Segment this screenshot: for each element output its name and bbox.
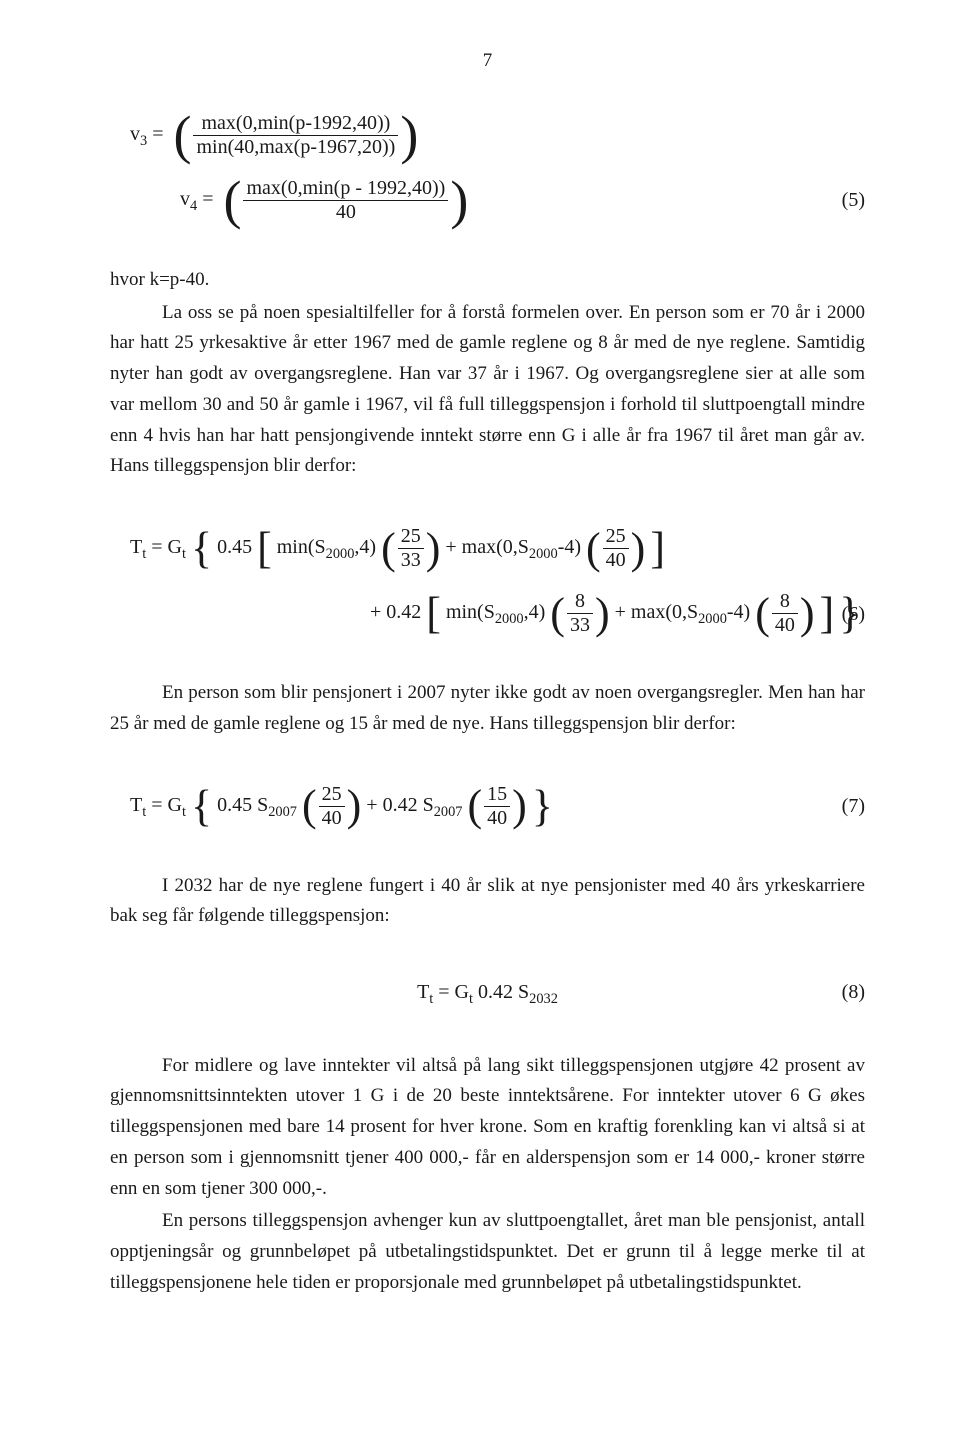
equation-v4: v4 = ( max(0,min(p - 1992,40)) 40 ) (5)	[180, 178, 865, 223]
v3-lhs: v3 =	[130, 123, 173, 145]
eq-number-5: (5)	[842, 184, 865, 216]
equation-6-line1: Tt = Gt { 0.45 [ min(S2000,4) ( 2533 ) +…	[130, 526, 865, 571]
eq-number-6: (6)	[842, 597, 865, 629]
equation-7: Tt = Gt { 0.45 S2007 ( 2540 ) + 0.42 S20…	[130, 784, 865, 829]
equation-v3: v3 = ( max(0,min(p-1992,40)) min(40,max(…	[130, 113, 865, 158]
eq-number-8: (8)	[842, 976, 865, 1008]
para-4: For midlere og lave inntekter vil altså …	[110, 1051, 865, 1205]
para-5: En persons tilleggspensjon avhenger kun …	[110, 1206, 865, 1298]
page-number: 7	[110, 46, 865, 77]
v4-rhs: ( max(0,min(p - 1992,40)) 40 )	[223, 178, 468, 223]
para-3: I 2032 har de nye reglene fungert i 40 å…	[110, 871, 865, 933]
para-hvor: hvor k=p-40.	[110, 265, 865, 296]
equation-8: Tt = Gt 0.42 S2032 (8)	[110, 976, 865, 1008]
para-2: En person som blir pensjonert i 2007 nyt…	[110, 678, 865, 740]
v4-lhs: v4 =	[180, 188, 223, 210]
para-1: La oss se på noen spesialtilfeller for å…	[110, 298, 865, 483]
equation-6-line2: + 0.42 [ min(S2000,4) ( 833 ) + max(0,S2…	[370, 591, 865, 636]
eq-number-7: (7)	[842, 790, 865, 822]
v3-rhs: ( max(0,min(p-1992,40)) min(40,max(p-196…	[173, 113, 418, 158]
page: 7 v3 = ( max(0,min(p-1992,40)) min(40,ma…	[0, 0, 960, 1381]
